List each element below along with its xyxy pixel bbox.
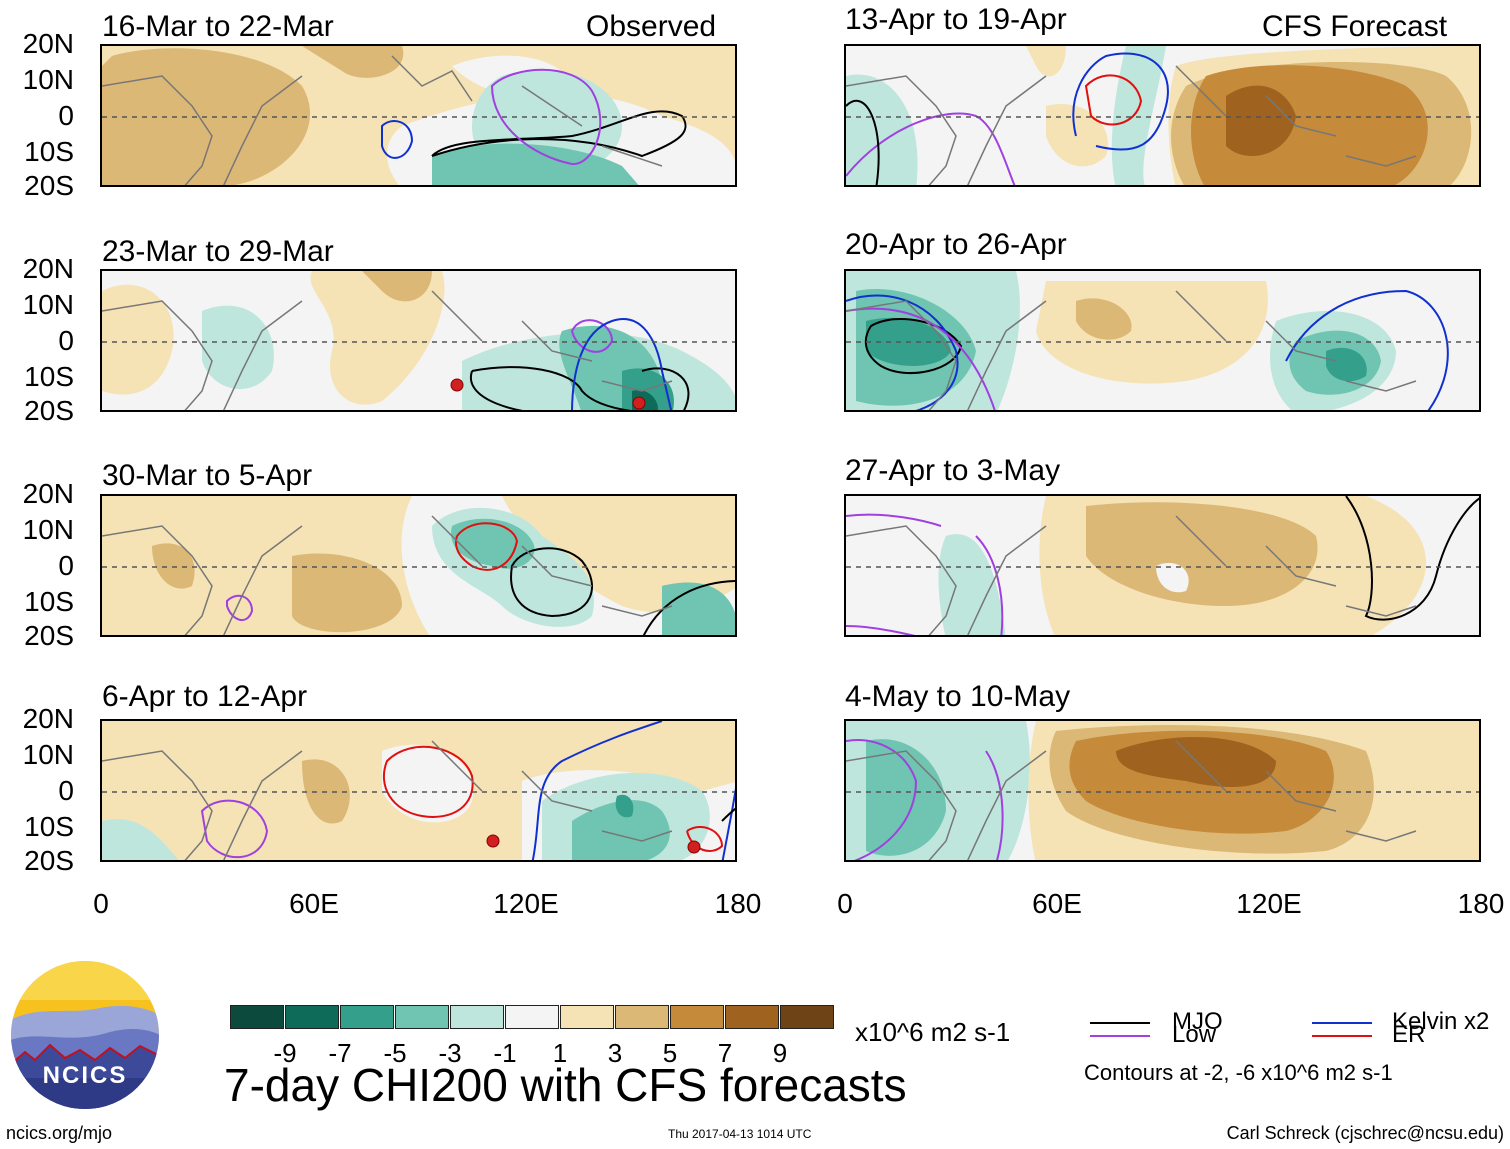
panel-title: 23-Mar to 29-Mar — [102, 235, 334, 268]
lon-label: 0 — [837, 888, 853, 919]
colorbar-units: x10^6 m2 s-1 — [855, 1017, 1011, 1047]
lat-label: 10S — [24, 136, 74, 167]
lat-label: 0 — [58, 550, 74, 581]
colorbar-swatch — [780, 1005, 834, 1029]
colorbar-label: 7 — [717, 1038, 733, 1068]
lon-label: 60E — [1032, 888, 1082, 919]
lon-label: 180 — [714, 888, 762, 919]
legend-line-mjo — [1090, 1022, 1150, 1024]
panel-title: 6-Apr to 12-Apr — [102, 680, 308, 713]
legend-label-er: ER — [1392, 1021, 1426, 1048]
panel-tag: CFS Forecast — [1262, 10, 1448, 43]
colorbar-swatch — [615, 1005, 669, 1029]
colorbar-label: 9 — [772, 1038, 788, 1068]
panel-title: 27-Apr to 3-May — [845, 454, 1061, 487]
logo-text: NCICS — [42, 1062, 128, 1089]
colorbar-label: -7 — [328, 1038, 352, 1068]
colorbar-label: 1 — [552, 1038, 568, 1068]
legend-line-low — [1090, 1035, 1150, 1037]
lat-label: 10N — [22, 514, 74, 545]
map-frame — [100, 269, 737, 412]
lat-label: 10S — [24, 361, 74, 392]
colorbar-label: -9 — [273, 1038, 297, 1068]
lon-label: 60E — [289, 888, 339, 919]
anomaly-map — [102, 496, 735, 635]
map-frame — [844, 719, 1481, 862]
lat-label: 10N — [22, 739, 74, 770]
panel-tag: Observed — [586, 10, 717, 43]
footer-url[interactable]: ncics.org/mjo — [6, 1123, 113, 1143]
lat-label: 20N — [22, 478, 74, 509]
colorbar-swatch — [285, 1005, 339, 1029]
legend-note: Contours at -2, -6 x10^6 m2 s-1 — [1084, 1060, 1393, 1085]
lon-label: 120E — [493, 888, 559, 919]
panel-title: 4-May to 10-May — [845, 680, 1071, 713]
lat-label: 10N — [22, 64, 74, 95]
colorbar-swatch — [560, 1005, 614, 1029]
anomaly-map — [846, 46, 1479, 185]
storm-marker-c — [687, 840, 701, 854]
lat-label: 0 — [58, 100, 74, 131]
panel-title: 13-Apr to 19-Apr — [845, 3, 1067, 36]
lat-label: 0 — [58, 775, 74, 806]
lat-label: 20S — [24, 620, 74, 651]
colorbar-swatch — [340, 1005, 394, 1029]
map-frame — [844, 269, 1481, 412]
main-title: 7-day CHI200 with CFS forecasts — [224, 1059, 907, 1111]
anomaly-map — [102, 271, 735, 410]
anomaly-map — [846, 721, 1479, 860]
legend-line-kelvin — [1312, 1022, 1372, 1024]
footer-timestamp: Thu 2017-04-13 1014 UTC — [668, 1127, 812, 1141]
logo-emblem-icon — [11, 961, 159, 1109]
colorbar-swatch — [230, 1005, 284, 1029]
panel-title: 20-Apr to 26-Apr — [845, 228, 1067, 261]
colorbar-label: -1 — [493, 1038, 517, 1068]
map-frame — [844, 44, 1481, 187]
storm-marker-e — [486, 834, 500, 848]
lon-label: 0 — [93, 888, 109, 919]
colorbar-label: 5 — [662, 1038, 678, 1068]
colorbar-swatch — [505, 1005, 559, 1029]
colorbar-swatch — [670, 1005, 724, 1029]
colorbar-swatch — [395, 1005, 449, 1029]
colorbar-swatch — [725, 1005, 779, 1029]
lat-label: 20N — [22, 703, 74, 734]
lat-label: 10S — [24, 586, 74, 617]
lat-label: 0 — [58, 325, 74, 356]
lat-label: 20S — [24, 395, 74, 426]
colorbar-label: 3 — [607, 1038, 623, 1068]
lat-label: 10N — [22, 289, 74, 320]
colorbar-label: -3 — [438, 1038, 462, 1068]
anomaly-map — [102, 46, 735, 185]
map-frame — [100, 719, 737, 862]
lat-label: 20S — [24, 170, 74, 201]
colorbar-swatch — [450, 1005, 504, 1029]
storm-marker-d — [632, 396, 646, 410]
legend-label-mjo: MJO — [1172, 1008, 1223, 1035]
lat-label: 10S — [24, 811, 74, 842]
lon-label: 180 — [1457, 888, 1505, 919]
storm-marker-c — [450, 378, 464, 392]
anomaly-map — [846, 271, 1479, 410]
anomaly-map — [846, 496, 1479, 635]
legend-label-kelvin: Kelvin x2 — [1392, 1008, 1490, 1035]
map-frame — [100, 44, 737, 187]
colorbar-label: -5 — [383, 1038, 407, 1068]
lat-label: 20N — [22, 253, 74, 284]
ncics-logo: NCICS — [10, 960, 160, 1110]
lat-label: 20S — [24, 845, 74, 876]
footer-credit: Carl Schreck (cjschrec@ncsu.edu) — [1226, 1123, 1504, 1143]
anomaly-map — [102, 721, 735, 860]
panel-title: 16-Mar to 22-Mar — [102, 10, 334, 43]
legend-line-er — [1312, 1035, 1372, 1037]
lat-label: 20N — [22, 28, 74, 59]
map-frame — [100, 494, 737, 637]
lon-label: 120E — [1236, 888, 1302, 919]
panel-title: 30-Mar to 5-Apr — [102, 459, 313, 492]
map-frame — [844, 494, 1481, 637]
legend-label-low: Low — [1172, 1021, 1217, 1048]
